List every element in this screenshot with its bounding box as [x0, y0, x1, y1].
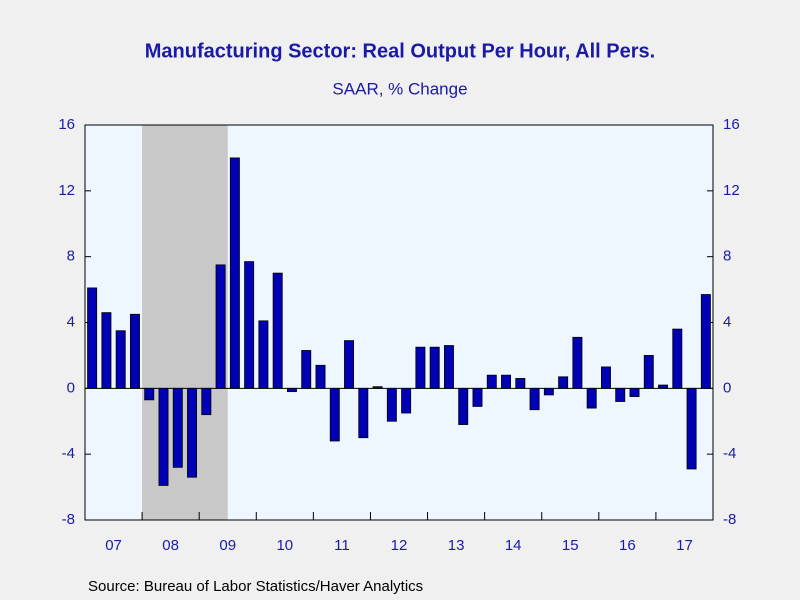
- x-tick-label: 07: [105, 537, 122, 554]
- bar: [600, 366, 611, 389]
- bar: [286, 387, 297, 393]
- bar: [429, 346, 440, 389]
- y-tick-label: 16: [58, 116, 75, 133]
- bar: [686, 387, 697, 470]
- x-tick-label: 15: [562, 537, 579, 554]
- bar: [458, 387, 469, 425]
- x-tick-label: 13: [448, 537, 465, 554]
- x-tick-label: 14: [505, 537, 522, 554]
- x-tick-label: 17: [676, 537, 693, 554]
- bar: [201, 387, 212, 416]
- bar: [315, 364, 326, 389]
- y2-tick-label: 12: [723, 182, 740, 199]
- bar: [101, 312, 112, 389]
- bar: [272, 272, 283, 389]
- bar: [158, 387, 169, 486]
- bar: [358, 387, 369, 439]
- x-tick-label: 10: [276, 537, 293, 554]
- bar: [572, 336, 583, 389]
- bar: [658, 384, 669, 389]
- bar: [87, 287, 98, 389]
- chart-subtitle: SAAR, % Change: [332, 79, 467, 98]
- bar: [443, 345, 454, 389]
- y-tick-label: 8: [67, 248, 75, 265]
- y2-tick-label: 0: [723, 379, 731, 396]
- bar: [187, 387, 198, 478]
- y2-tick-label: 4: [723, 313, 731, 330]
- bar: [144, 387, 155, 401]
- bar: [401, 387, 412, 414]
- bar: [386, 387, 397, 422]
- bar: [229, 157, 240, 389]
- bar: [558, 376, 569, 389]
- plot-frame: [84, 124, 714, 521]
- bar: [472, 387, 483, 407]
- bar: [215, 264, 226, 389]
- bar: [515, 378, 526, 389]
- bar: [700, 294, 711, 389]
- y-tick-label: -8: [62, 511, 75, 528]
- bar: [258, 320, 269, 389]
- y2-tick-label: 16: [723, 116, 740, 133]
- bar: [672, 328, 683, 389]
- bar: [615, 387, 626, 402]
- bar: [329, 387, 340, 442]
- bar: [529, 387, 540, 411]
- y-tick-label: 4: [67, 313, 75, 330]
- bar: [301, 350, 312, 389]
- x-tick-label: 12: [391, 537, 408, 554]
- bar: [372, 386, 383, 389]
- bar: [115, 330, 126, 389]
- bar: [643, 355, 654, 389]
- chart-title: Manufacturing Sector: Real Output Per Ho…: [145, 40, 655, 62]
- bar: [586, 387, 597, 409]
- source: Source: Bureau of Labor Statistics/Haver…: [88, 578, 423, 595]
- bar: [244, 261, 255, 389]
- x-tick-label: 08: [162, 537, 179, 554]
- x-tick-label: 11: [334, 537, 350, 554]
- y-tick-label: -4: [62, 445, 75, 462]
- y2-tick-label: -4: [723, 445, 736, 462]
- y-tick-label: 0: [67, 379, 75, 396]
- bar: [543, 387, 554, 396]
- bar: [501, 374, 512, 389]
- y-tick-label: 12: [58, 182, 75, 199]
- bar: [415, 346, 426, 389]
- bar: [486, 374, 497, 389]
- x-tick-label: 09: [219, 537, 236, 554]
- y2-tick-label: -8: [723, 511, 736, 528]
- bar: [629, 387, 640, 397]
- y2-tick-label: 8: [723, 248, 731, 265]
- x-tick-label: 16: [619, 537, 636, 554]
- bar: [344, 340, 355, 389]
- bar: [172, 387, 183, 468]
- bar: [129, 313, 140, 389]
- recession-shade: [142, 125, 228, 520]
